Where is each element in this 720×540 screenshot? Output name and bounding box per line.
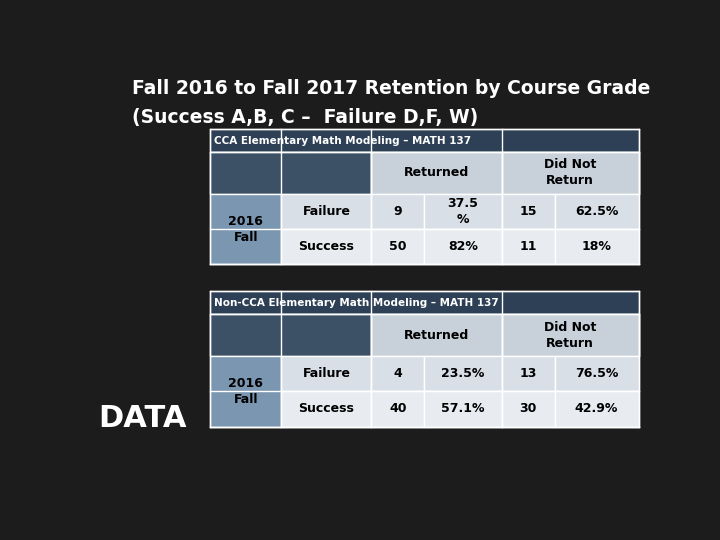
Text: 11: 11 xyxy=(520,240,537,253)
Text: Did Not
Return: Did Not Return xyxy=(544,158,596,187)
Text: 40: 40 xyxy=(389,402,407,415)
Bar xyxy=(554,391,639,427)
Text: 4: 4 xyxy=(393,367,402,380)
Text: 30: 30 xyxy=(520,402,537,415)
Bar xyxy=(502,356,554,391)
Text: 13: 13 xyxy=(520,367,537,380)
Text: 15: 15 xyxy=(520,205,537,218)
Bar xyxy=(372,356,424,391)
Bar xyxy=(210,129,639,152)
Bar xyxy=(282,356,372,391)
Text: 23.5%: 23.5% xyxy=(441,367,485,380)
Bar xyxy=(282,391,372,427)
Bar xyxy=(372,391,424,427)
Bar xyxy=(282,229,372,265)
Bar xyxy=(554,229,639,265)
Bar xyxy=(210,292,639,314)
Bar xyxy=(424,194,502,229)
Text: Failure: Failure xyxy=(302,205,351,218)
Text: 2016
Fall: 2016 Fall xyxy=(228,214,263,244)
Text: Returned: Returned xyxy=(404,328,469,342)
Bar xyxy=(372,229,424,265)
Bar xyxy=(554,194,639,229)
Text: Fall 2016 to Fall 2017 Retention by Course Grade: Fall 2016 to Fall 2017 Retention by Cour… xyxy=(132,79,650,98)
Bar xyxy=(502,229,554,265)
Bar xyxy=(424,391,502,427)
Text: 62.5%: 62.5% xyxy=(575,205,618,218)
Text: Success: Success xyxy=(299,240,354,253)
Bar xyxy=(372,194,424,229)
Text: Success: Success xyxy=(299,402,354,415)
Bar xyxy=(502,391,554,427)
Bar xyxy=(282,194,372,229)
Text: 9: 9 xyxy=(394,205,402,218)
Text: 37.5
%: 37.5 % xyxy=(448,197,479,226)
Text: 82%: 82% xyxy=(448,240,478,253)
Text: Non-CCA Elementary Math Modeling – MATH 137: Non-CCA Elementary Math Modeling – MATH … xyxy=(215,298,499,308)
Text: DATA: DATA xyxy=(99,404,187,433)
Text: Returned: Returned xyxy=(404,166,469,179)
Text: 50: 50 xyxy=(389,240,407,253)
Text: (Success A,B, C –  Failure D,F, W): (Success A,B, C – Failure D,F, W) xyxy=(132,109,478,127)
Text: 2016
Fall: 2016 Fall xyxy=(228,377,263,406)
Bar xyxy=(424,229,502,265)
Text: Did Not
Return: Did Not Return xyxy=(544,321,596,349)
Text: CCA Elementary Math Modeling – MATH 137: CCA Elementary Math Modeling – MATH 137 xyxy=(215,136,472,146)
Bar xyxy=(424,356,502,391)
Text: 57.1%: 57.1% xyxy=(441,402,485,415)
Text: 42.9%: 42.9% xyxy=(575,402,618,415)
Bar xyxy=(554,356,639,391)
Text: Failure: Failure xyxy=(302,367,351,380)
Bar xyxy=(502,194,554,229)
Text: 18%: 18% xyxy=(582,240,611,253)
Text: 76.5%: 76.5% xyxy=(575,367,618,380)
